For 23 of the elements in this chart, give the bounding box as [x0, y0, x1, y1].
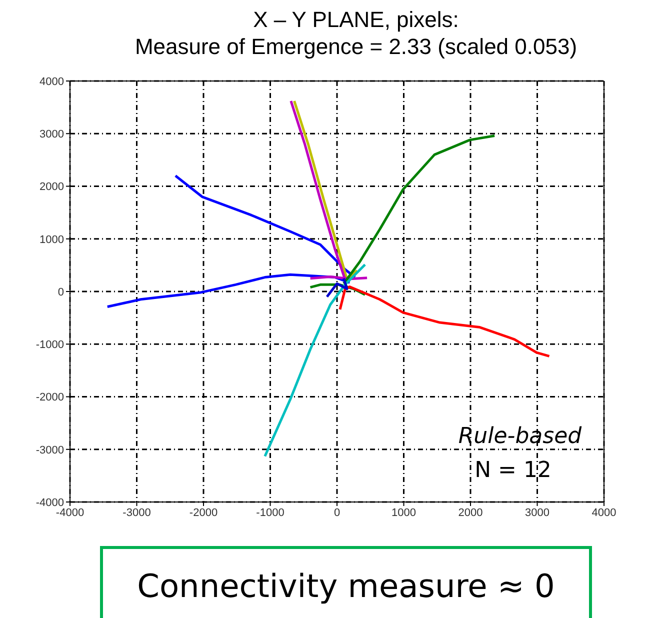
chart-subtitle: Measure of Emergence = 2.33 (scaled 0.053) [134, 33, 578, 60]
y-tick-label: 2000 [40, 181, 64, 194]
x-tick-label: -3000 [122, 506, 151, 519]
x-tick-label: 1000 [392, 506, 416, 519]
x-tick-label: 4000 [592, 506, 616, 519]
y-tick-label: 4000 [40, 76, 64, 88]
x-tick-label: -1000 [256, 506, 284, 519]
y-tick-label: 0 [58, 286, 64, 298]
x-tick-label: 3000 [525, 506, 550, 519]
y-tick-label: 1000 [40, 234, 64, 246]
y-tick-label: -2000 [36, 392, 64, 404]
chart-title: X – Y PLANE, pixels: [252, 6, 460, 33]
annotation: N = 12 [474, 458, 552, 483]
text-frame: Connectivity measure ≈ 0 [100, 546, 592, 618]
x-tick-label: 0 [334, 506, 340, 519]
y-tick-label: 3000 [40, 128, 64, 141]
y-tick-label: -4000 [36, 496, 64, 509]
y-tick-label: -1000 [36, 339, 64, 352]
x-tick-label: -2000 [189, 506, 218, 519]
y-tick-label: -3000 [36, 444, 64, 456]
x-tick-label: -4000 [56, 506, 84, 519]
annotation: Rule-based [457, 424, 583, 449]
x-tick-label: 2000 [458, 506, 483, 519]
